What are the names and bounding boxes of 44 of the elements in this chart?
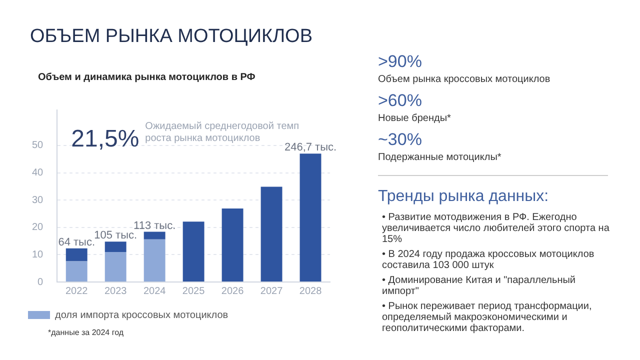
y-tick-label: 30 [32, 194, 44, 206]
bar [300, 154, 322, 282]
annotation: 64 тыс. [58, 236, 96, 248]
text: • Доминирование Китая и "параллельный импорт" [382, 275, 577, 297]
annotation: 21,5% [71, 126, 140, 153]
bar [104, 242, 126, 252]
text: • В 2024 году продажа кроссовых мотоциклов составила 103 000 штук [382, 249, 596, 271]
x-tick-label: 2022 [65, 286, 88, 297]
bar [260, 186, 282, 282]
bar [66, 248, 88, 262]
bar [222, 208, 244, 282]
text: >90% [378, 52, 423, 72]
text: Подержанные мотоциклы* [378, 152, 502, 163]
bar [182, 222, 204, 282]
text: *данные за 2024 год [48, 328, 124, 337]
text: • Развитие мотодвижения в РФ. Ежегодно увеличивается число любителей этого спорта на 15% [382, 212, 610, 245]
chart-title: ОБЪЕМ РЫНКА МОТОЦИКЛОВ [30, 26, 313, 48]
text: >60% [378, 91, 423, 111]
x-tick-label: 2024 [143, 286, 166, 297]
y-tick-label: 0 [38, 276, 44, 288]
text: ~30% [378, 130, 423, 150]
x-tick-label: 2028 [299, 286, 322, 297]
text: • Рынок переживает период трансформации, определяемый макроэкономическими и геополитическими факторами. [382, 301, 593, 334]
annotation: 113 тыс. [134, 220, 176, 232]
x-tick-label: 2023 [104, 286, 128, 297]
y-tick-label: 50 [32, 140, 44, 152]
annotation: Ожидаемый среднегодовой темп роста рынка мотоциклов [145, 120, 300, 144]
text: Тренды рынка данных: [378, 188, 550, 206]
chart-subtitle: Объем и динамика рынка мотоциклов в РФ [38, 72, 256, 83]
y-tick-label: 10 [32, 249, 44, 260]
x-tick-label: 2027 [260, 286, 284, 297]
x-tick-label: 2025 [182, 286, 206, 297]
text: Новые бренды* [378, 113, 452, 124]
bar [144, 232, 166, 240]
y-tick-label: 40 [32, 168, 44, 179]
x-tick-label: 2026 [221, 286, 244, 297]
bar [66, 261, 88, 282]
annotation: 105 тыс. [94, 230, 138, 242]
annotation: 246,7 тыс. [284, 142, 337, 154]
legend-label: доля импорта кроссовых мотоциклов [55, 310, 228, 321]
text: Объем рынка кроссовых мотоциклов [378, 74, 552, 85]
bar [104, 252, 126, 282]
bar [144, 239, 166, 282]
y-tick-label: 20 [32, 222, 44, 234]
